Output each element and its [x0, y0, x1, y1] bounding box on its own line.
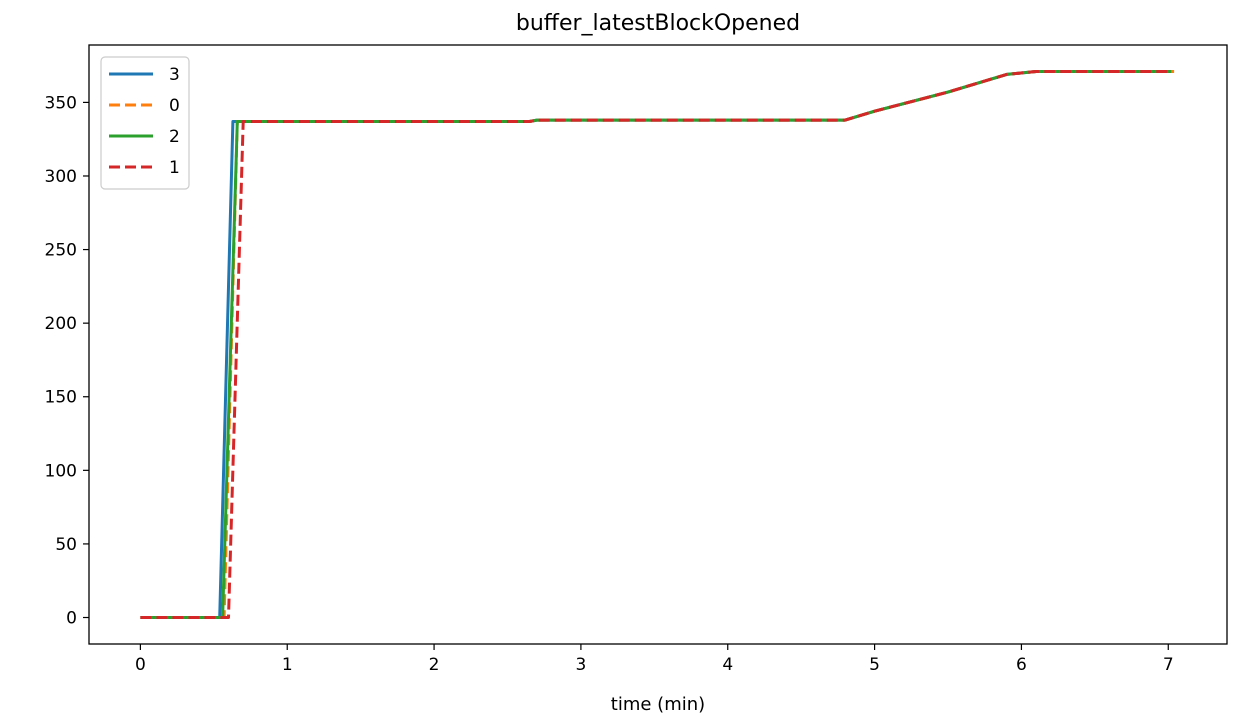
y-tick-label-3: 150: [45, 388, 77, 408]
y-tick-label-5: 250: [45, 241, 77, 261]
y-tick-label-2: 100: [45, 461, 77, 481]
chart-title: buffer_latestBlockOpened: [516, 11, 800, 36]
y-tick-label-7: 350: [45, 93, 77, 113]
y-tick-label-4: 200: [45, 314, 77, 334]
series-line-3: [140, 70, 1169, 619]
series-line-2: [140, 70, 1172, 619]
x-tick-label-6: 6: [1016, 655, 1027, 675]
y-tick-label-1: 50: [55, 535, 77, 555]
x-tick-label-3: 3: [575, 655, 586, 675]
legend-label-1: 1: [169, 158, 180, 178]
series-layer: [140, 70, 1175, 619]
legend: 3 0 2 1: [100, 56, 190, 190]
legend-label-0: 0: [169, 96, 180, 116]
x-tick-label-0: 0: [135, 655, 146, 675]
x-tick-label-7: 7: [1163, 655, 1174, 675]
x-axis: 0 1 2 3 4 5 6 7: [135, 644, 1174, 675]
y-axis: 0 50 100 150 200 250 300 350: [45, 93, 89, 629]
legend-label-2: 2: [169, 127, 180, 147]
x-tick-label-2: 2: [429, 655, 440, 675]
legend-label-3: 3: [169, 65, 180, 85]
plot-frame: [88, 44, 1228, 645]
y-tick-label-0: 0: [66, 609, 77, 629]
series-line-0: [140, 70, 1175, 619]
legend-box: [100, 56, 190, 190]
x-tick-label-1: 1: [282, 655, 293, 675]
series-line-1: [140, 70, 1172, 619]
x-axis-label: time (min): [611, 694, 705, 715]
y-tick-label-6: 300: [45, 167, 77, 187]
x-tick-label-4: 4: [722, 655, 733, 675]
x-tick-label-5: 5: [869, 655, 880, 675]
